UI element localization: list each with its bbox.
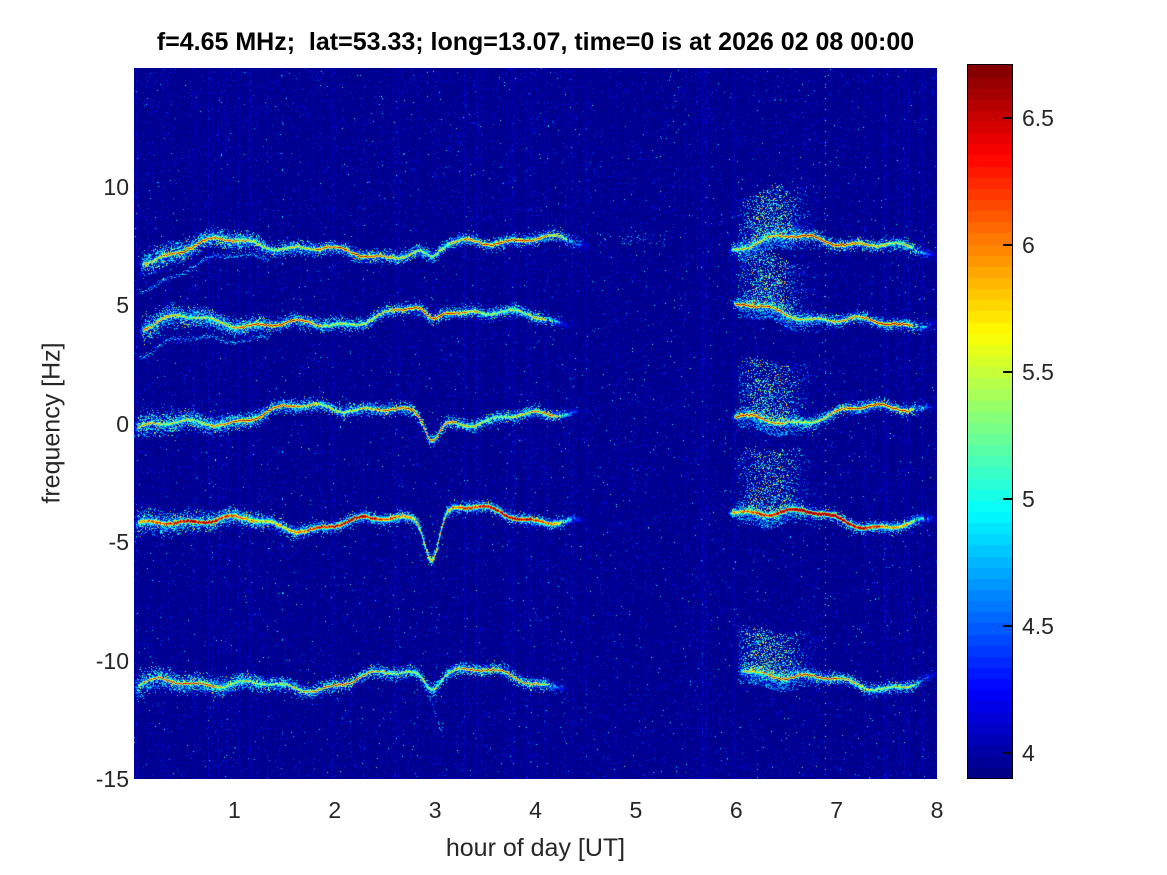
x-tick-label: 8 [930,797,944,823]
y-tick-label: -5 [108,528,129,555]
colorbar-tick-mark [1003,371,1012,374]
colorbar-tick-mark [1003,498,1012,501]
x-tick-label: 5 [629,797,643,823]
y-tick-label: 10 [103,173,129,200]
x-tick-label: 1 [227,797,241,823]
x-axis-label: hour of day [UT] [445,834,626,862]
y-tick-label: -15 [95,765,129,792]
x-tick-label: 3 [428,797,442,823]
colorbar-tick-mark [1003,752,1012,755]
colorbar-tick-mark [1003,244,1012,247]
colorbar-tick-label: 5.5 [1022,359,1054,386]
x-tick-label: 7 [830,797,844,823]
x-tick-label: 2 [328,797,342,823]
colorbar-tick-label: 4.5 [1022,613,1054,640]
colorbar-tick-label: 5 [1022,486,1035,513]
y-tick-label: 5 [116,291,129,318]
y-tick-label: -10 [95,647,129,674]
x-tick-label: 4 [529,797,542,823]
chart-title: f=4.65 MHz; lat=53.33; long=13.07, time=… [156,28,915,56]
spectrogram-canvas [134,68,937,779]
colorbar-tick-mark [1003,625,1012,628]
colorbar-tick-mark [1003,117,1012,120]
colorbar-tick-label: 6 [1022,232,1035,259]
colorbar-tick-label: 6.5 [1022,105,1054,132]
colorbar-canvas [967,64,1013,779]
colorbar-tick-label: 4 [1022,740,1035,767]
y-axis-label: frequency [Hz] [37,342,66,504]
x-tick-label: 6 [729,797,743,823]
y-tick-label: 0 [116,410,129,437]
